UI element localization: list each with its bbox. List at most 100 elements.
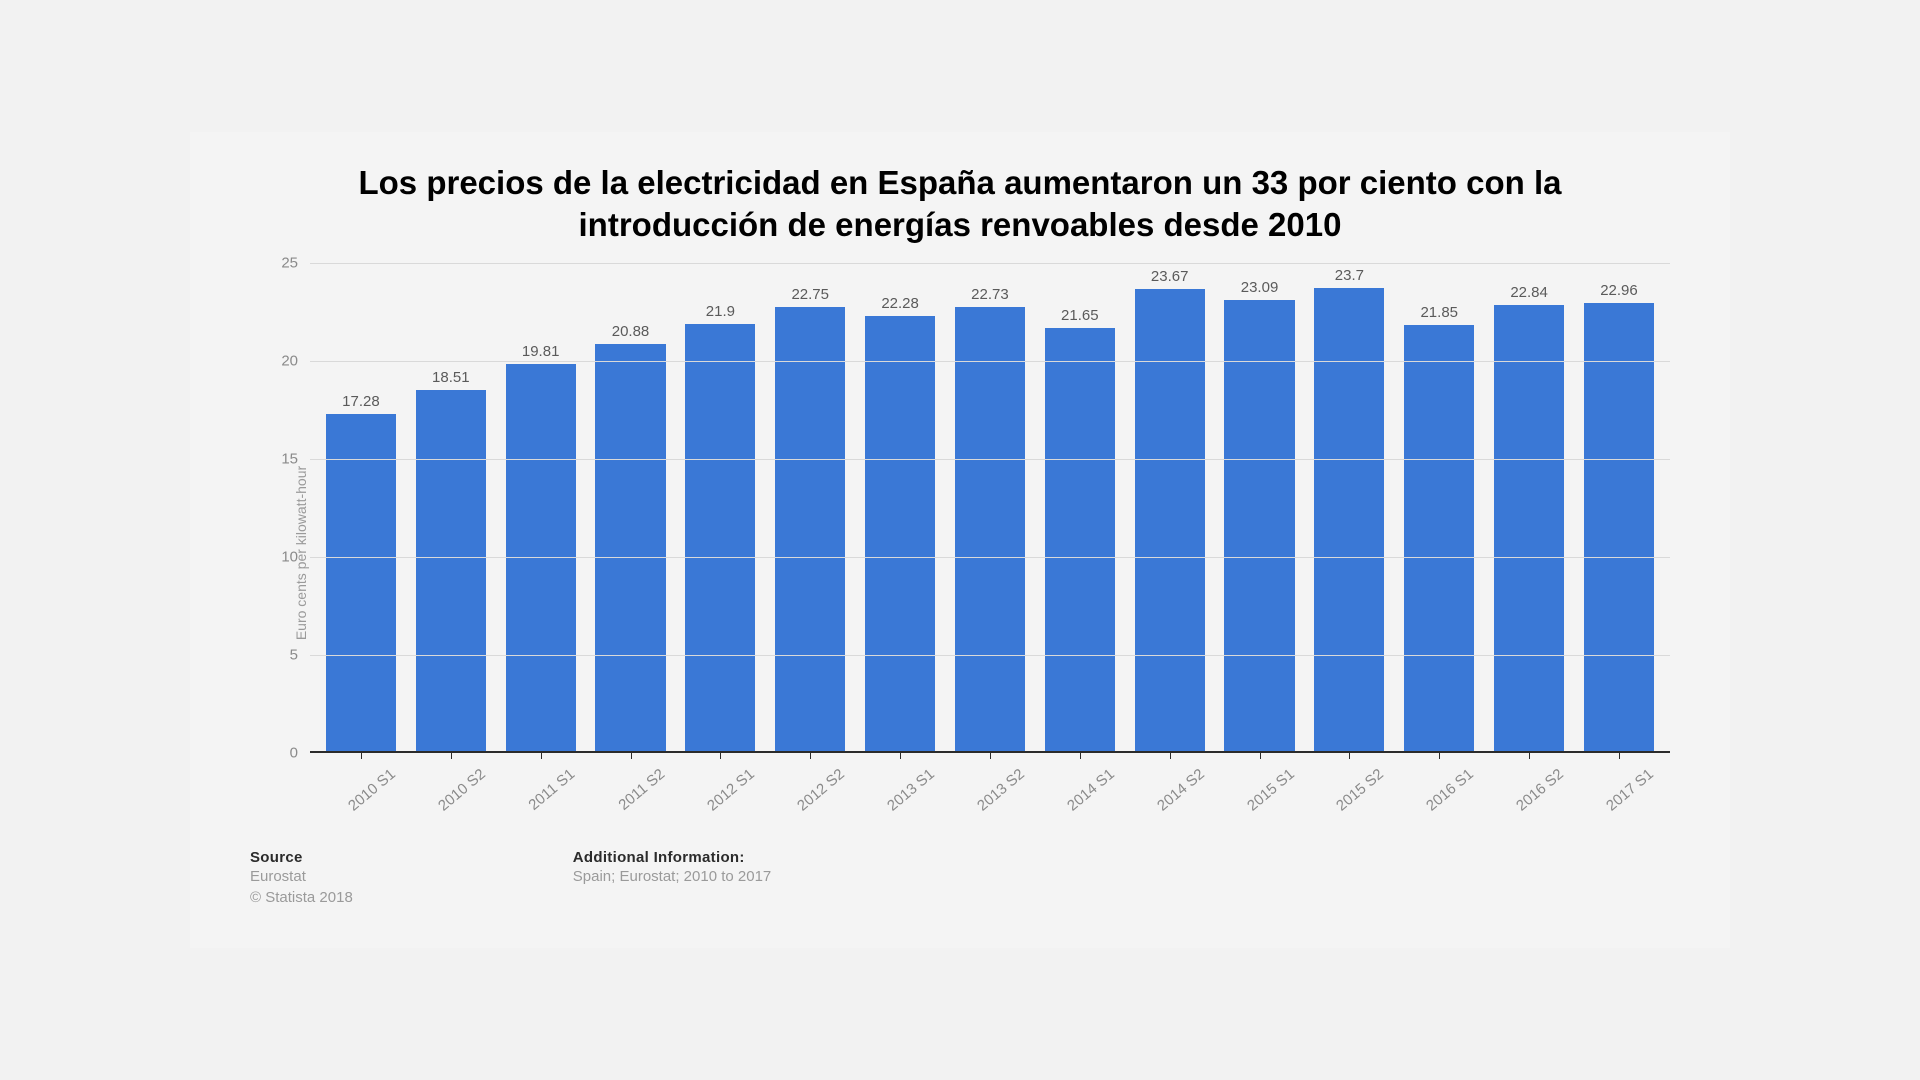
- bar: [1314, 288, 1384, 753]
- x-tick-mark: [900, 751, 901, 759]
- x-label-slot: 2012 S2: [765, 753, 855, 843]
- x-tick-label: 2017 S1: [1603, 763, 1660, 815]
- bar-slot: 23.67: [1125, 263, 1215, 753]
- x-tick-mark: [631, 751, 632, 759]
- y-tick-label: 15: [281, 450, 310, 467]
- gridline: [310, 655, 1670, 656]
- chart-footer: Source Eurostat © Statista 2018 Addition…: [250, 849, 1690, 908]
- bar-value-label: 21.85: [1420, 304, 1458, 321]
- copyright-text: © Statista 2018: [250, 887, 353, 908]
- bar: [775, 307, 845, 753]
- bar-slot: 21.9: [675, 263, 765, 753]
- x-label-slot: 2014 S1: [1035, 753, 1125, 843]
- bar-slot: 19.81: [496, 263, 586, 753]
- x-tick-label: 2012 S2: [794, 763, 851, 815]
- chart-card: Los precios de la electricidad en España…: [190, 132, 1730, 948]
- x-label-slot: 2013 S2: [945, 753, 1035, 843]
- plot: 17.28 18.51 19.81 20.88 21.9 22.75 22.28 22.73 2…: [310, 263, 1670, 753]
- x-tick-label: 2015 S1: [1244, 763, 1301, 815]
- x-tick-label: 2013 S1: [884, 763, 941, 815]
- x-tick-label: 2016 S1: [1423, 763, 1480, 815]
- bar: [865, 316, 935, 753]
- bar: [1404, 325, 1474, 753]
- x-tick-label: 2012 S1: [704, 763, 761, 815]
- additional-info-block: Additional Information: Spain; Eurostat;…: [573, 849, 771, 908]
- x-tick-label: 2015 S2: [1333, 763, 1390, 815]
- bar: [326, 414, 396, 753]
- bar-value-label: 17.28: [342, 393, 380, 410]
- x-label-slot: 2016 S1: [1394, 753, 1484, 843]
- x-label-slot: 2011 S2: [586, 753, 676, 843]
- additional-text: Spain; Eurostat; 2010 to 2017: [573, 866, 771, 887]
- x-tick-mark: [810, 751, 811, 759]
- x-tick-mark: [1439, 751, 1440, 759]
- bar-value-label: 23.09: [1241, 279, 1279, 296]
- x-tick-mark: [1260, 751, 1261, 759]
- bar-value-label: 20.88: [612, 323, 650, 340]
- chart-area: Euro cents per kilowatt-hour 17.2818.511…: [250, 263, 1670, 843]
- x-label-slot: 2010 S2: [406, 753, 496, 843]
- x-tick-mark: [720, 751, 721, 759]
- x-tick-mark: [451, 751, 452, 759]
- bar-value-label: 19.81: [522, 343, 560, 360]
- bar-value-label: 21.9: [706, 303, 735, 320]
- bars-container: 17.28 18.51 19.81 20.88 21.9 22.75 22.28 22.73 2…: [310, 263, 1670, 753]
- bar-slot: 22.84: [1484, 263, 1574, 753]
- x-tick-label: 2011 S2: [615, 763, 671, 814]
- x-label-slot: 2016 S2: [1484, 753, 1574, 843]
- source-block: Source Eurostat © Statista 2018: [250, 849, 353, 908]
- bar: [1494, 305, 1564, 753]
- y-tick-label: 0: [290, 744, 310, 761]
- y-tick-label: 10: [281, 548, 310, 565]
- gridline: [310, 263, 1670, 264]
- x-tick-label: 2011 S1: [525, 763, 581, 814]
- x-label-slot: 2011 S1: [496, 753, 586, 843]
- x-tick-label: 2016 S2: [1513, 763, 1570, 815]
- bar-value-label: 22.75: [791, 286, 829, 303]
- x-tick-label: 2013 S2: [974, 763, 1031, 815]
- gridline: [310, 361, 1670, 362]
- bar-value-label: 18.51: [432, 369, 470, 386]
- bar: [416, 390, 486, 753]
- bar-slot: 20.88: [586, 263, 676, 753]
- x-label-slot: 2017 S1: [1574, 753, 1664, 843]
- x-tick-mark: [1080, 751, 1081, 759]
- bar-value-label: 22.28: [881, 295, 919, 312]
- x-tick-mark: [1349, 751, 1350, 759]
- bar-slot: 21.85: [1394, 263, 1484, 753]
- bar: [506, 364, 576, 752]
- bar: [595, 344, 665, 753]
- bar: [1135, 289, 1205, 753]
- y-tick-label: 20: [281, 352, 310, 369]
- y-tick-label: 25: [281, 254, 310, 271]
- bar-slot: 22.96: [1574, 263, 1664, 753]
- bar: [955, 307, 1025, 753]
- y-tick-label: 5: [290, 646, 310, 663]
- bar: [1224, 300, 1294, 753]
- x-label-slot: 2012 S1: [675, 753, 765, 843]
- x-tick-label: 2010 S1: [345, 763, 402, 815]
- x-tick-mark: [541, 751, 542, 759]
- bar-slot: 23.7: [1304, 263, 1394, 753]
- x-tick-mark: [1170, 751, 1171, 759]
- x-tick-mark: [361, 751, 362, 759]
- bar-slot: 21.65: [1035, 263, 1125, 753]
- x-label-slot: 2013 S1: [855, 753, 945, 843]
- bar-value-label: 22.73: [971, 286, 1009, 303]
- bar: [1584, 303, 1654, 753]
- x-tick-mark: [990, 751, 991, 759]
- bar-slot: 22.28: [855, 263, 945, 753]
- gridline: [310, 459, 1670, 460]
- x-label-slot: 2010 S1: [316, 753, 406, 843]
- bar: [685, 324, 755, 753]
- bar-slot: 22.75: [765, 263, 855, 753]
- bar-value-label: 23.7: [1335, 267, 1364, 284]
- x-labels-container: 2010 S12010 S2 2011 S1 2011 S2 2012 S1 2012 …: [310, 753, 1670, 843]
- additional-heading: Additional Information:: [573, 849, 771, 866]
- x-label-slot: 2014 S2: [1125, 753, 1215, 843]
- bar-slot: 18.51: [406, 263, 496, 753]
- bar-value-label: 22.84: [1510, 284, 1548, 301]
- bar-value-label: 23.67: [1151, 268, 1189, 285]
- bar-slot: 22.73: [945, 263, 1035, 753]
- source-text: Eurostat: [250, 866, 353, 887]
